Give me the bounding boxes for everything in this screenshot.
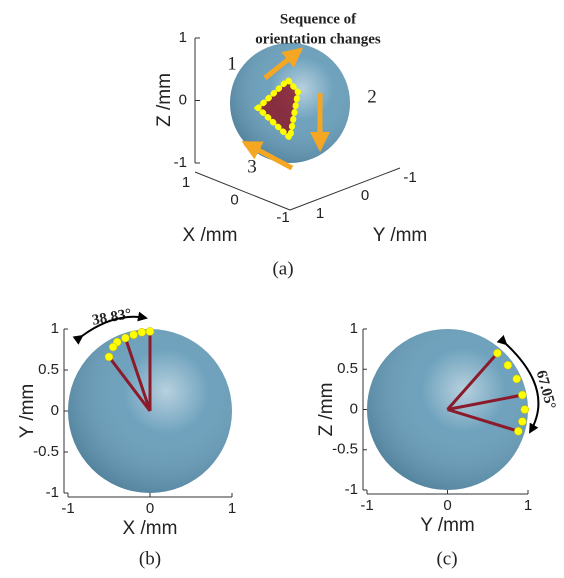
y-tick-label: 0 [361,187,369,204]
caption: (b) [139,548,161,569]
x-axis-label: X /mm [183,225,238,246]
y-tick-label: 0 [350,400,358,417]
caption: (c) [436,548,457,569]
trajectory-point [514,427,522,435]
step-label: 3 [247,156,257,177]
y-tick-label: -0.5 [332,441,358,458]
x-tick-label: -1 [276,209,289,226]
z-tick-label: 1 [179,29,187,46]
y-tick-label: 1 [51,320,59,337]
trajectory-point [513,375,521,383]
trajectory-point [121,334,129,342]
trajectory-point [504,361,512,369]
x-tick-label: 1 [182,174,190,191]
y-tick-label: -1 [46,484,59,501]
trajectory-point [493,349,501,357]
y-tick-label: 1 [350,320,358,337]
x-tick-label: 0 [146,500,154,517]
y-axis-label: Y /mm [17,384,38,439]
y-axis-label: Z /mm [316,383,337,437]
x-tick-label: 1 [524,497,532,514]
trajectory-point [130,331,138,339]
y-axis-label: Y /mm [373,225,428,246]
step-label: 2 [367,86,377,107]
trajectory-point [138,328,146,336]
y-tick-label: -0.5 [33,443,59,460]
z-tick-label: 0 [179,91,187,108]
y-tick-label: 0 [51,402,59,419]
trajectory-point [518,391,526,399]
trajectory-point [146,327,154,335]
x-axis [195,172,290,210]
x-tick-label: -1 [360,497,373,514]
trajectory-point [518,418,526,426]
z-axis-label: Z /mm [154,73,175,127]
annotation: Sequence of [280,11,357,27]
y-tick-label: 0.5 [337,360,358,377]
trajectory-point [105,353,113,361]
figure: -10110-1-101Z /mmX /mmY /mmSequence ofor… [0,0,564,578]
x-axis-label: X /mm [123,518,178,539]
y-tick-label: -1 [403,169,416,186]
annotation: orientation changes [255,31,381,47]
x-axis-label: Y /mm [420,515,475,536]
x-tick-label: -1 [61,500,74,517]
caption: (a) [272,258,293,279]
y-tick-label: 1 [316,205,324,222]
y-axis [290,168,400,210]
y-tick-label: -1 [345,481,358,498]
trajectory-point [521,406,529,414]
z-tick-label: -1 [174,154,187,171]
x-tick-label: 0 [443,497,451,514]
x-tick-label: 0 [230,191,238,208]
trajectory-point [109,343,117,351]
x-tick-label: 1 [228,500,236,517]
step-label: 1 [227,53,237,74]
y-tick-label: 0.5 [38,361,59,378]
